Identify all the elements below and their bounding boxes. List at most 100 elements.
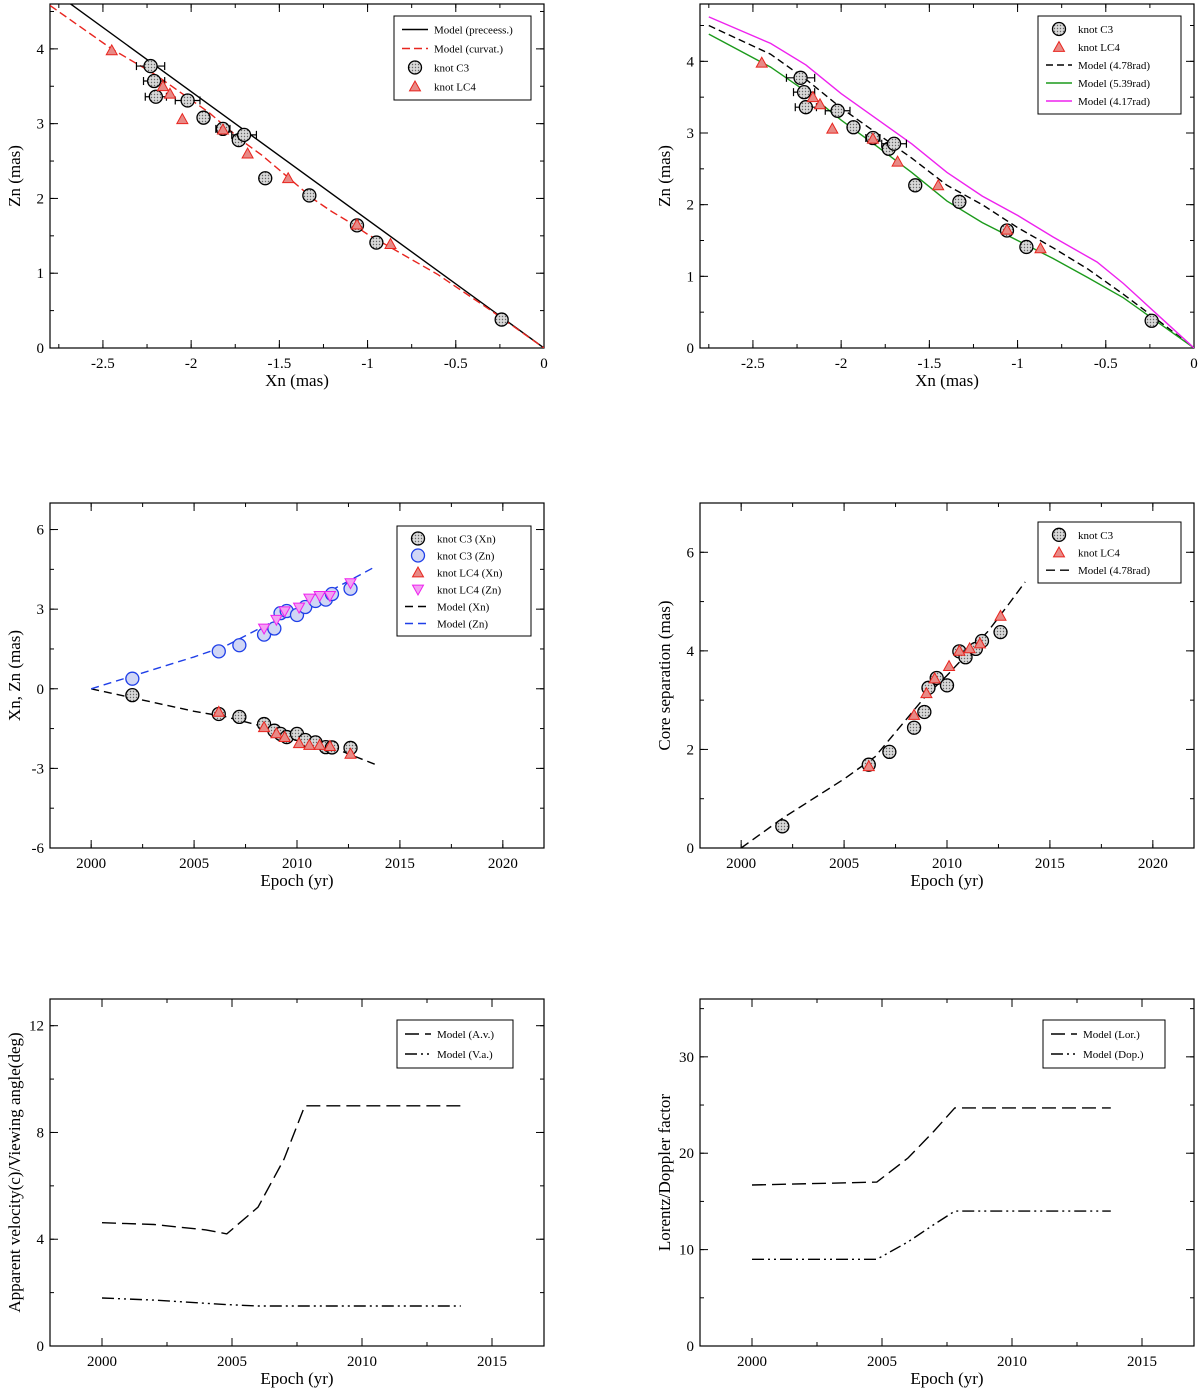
x-axis-label: Epoch (yr): [910, 1369, 983, 1388]
legend-entry-label: Model (4.78rad): [1078, 60, 1150, 72]
x-tick-label: -1.5: [917, 356, 941, 372]
data-point-knot-c3: [1019, 239, 1034, 255]
legend-marker-sample: [407, 60, 423, 75]
legend: knot C3 (Xn) knot C3 (Zn) knot LC4 (Xn) kno…: [396, 525, 532, 637]
chart-p1: -2.5 -2 -1.5 -1 -0.5 0 0 1 2 3 4 Xn (mas) Zn (mas) Mo…: [5, 3, 548, 390]
data-point-knot-lc4: [1034, 241, 1047, 254]
y-tick-label: 8: [37, 1125, 45, 1141]
x-tick-label: 2020: [1138, 856, 1168, 872]
x-tick-label: 2010: [282, 856, 312, 872]
series-line-model-preceess-: [69, 4, 544, 348]
data-point-knot-lc4-xn-: [323, 739, 337, 751]
data-point-knot-lc4: [105, 43, 119, 56]
data-point-knot-lc4: [928, 671, 941, 684]
x-axis-label: Xn (mas): [265, 371, 329, 390]
data-point-knot-lc4-zn-: [278, 606, 291, 618]
y-axis-label: Core separation (mas): [655, 600, 674, 750]
data-point-knot-c3: [830, 103, 845, 118]
data-point-knot-c3: [952, 194, 967, 209]
legend: Model (Lor.) Model (Dop.): [1042, 1019, 1166, 1069]
y-axis-label: Zn (mas): [655, 145, 674, 207]
y-tick-label: 1: [687, 269, 695, 285]
plot-area: [50, 4, 544, 348]
plot-frame: [699, 3, 1195, 349]
legend-entry-label: Model (A.v.): [437, 1029, 494, 1041]
data-point-knot-c3: [793, 70, 808, 85]
y-tick-label: 4: [687, 54, 695, 70]
legend-entry-label: Model (5.39rad): [1078, 78, 1150, 90]
x-tick-label: -1.5: [267, 356, 291, 372]
y-axis-label: Xn, Zn (mas): [5, 630, 24, 721]
data-point-knot-c3: [180, 93, 195, 108]
series-line-model-lor-: [751, 1107, 1111, 1186]
x-tick-label: 0: [1190, 356, 1198, 372]
data-point-knot-lc4: [216, 123, 230, 135]
legend-marker-sample: [410, 531, 426, 546]
y-tick-label: 4: [37, 42, 45, 58]
y-tick-label: 0: [687, 341, 695, 357]
data-point-knot-lc4: [156, 79, 170, 92]
legend: Model (A.v.) Model (V.a.): [396, 1019, 514, 1069]
x-tick-label: -2.5: [91, 356, 115, 372]
x-tick-label: -0.5: [444, 356, 468, 372]
y-tick-label: 1: [37, 266, 45, 282]
data-point-knot-c3-zn-: [211, 644, 226, 659]
y-tick-label: 4: [687, 644, 695, 660]
y-axis-label: Apparent velocity(c)/Viewing angle(deg): [5, 1032, 24, 1312]
legend-entry-label: knot LC4 (Xn): [437, 568, 503, 580]
data-point-knot-lc4: [973, 636, 987, 649]
x-tick-label: 2000: [76, 856, 106, 872]
data-point-knot-c3-zn-: [232, 638, 247, 653]
data-point-knot-lc4-zn-: [344, 578, 357, 590]
legend-entry-label: Model (Xn): [437, 602, 490, 614]
data-point-knot-c3: [258, 171, 273, 186]
data-point-knot-lc4: [813, 97, 827, 110]
data-point-knot-c3: [993, 624, 1008, 640]
x-axis-label: Xn (mas): [915, 371, 979, 390]
series-line-model-zn-: [90, 566, 376, 690]
legend-entry-label: knot LC4: [434, 82, 476, 94]
data-point-knot-c3: [886, 136, 902, 151]
legend: knot C3 knot LC4 Model (4.78rad): [1037, 521, 1182, 584]
data-point-knot-c3-xn-: [125, 687, 140, 703]
y-tick-label: 0: [37, 1339, 45, 1355]
legend-marker-sample: [1052, 40, 1066, 52]
legend-entry-label: Model (Zn): [437, 619, 488, 631]
legend-box: [396, 1019, 514, 1069]
data-point-knot-lc4: [942, 659, 956, 672]
y-tick-label: 4: [37, 1232, 45, 1248]
y-tick-label: 20: [679, 1146, 694, 1162]
legend-marker-sample: [411, 584, 425, 597]
legend-entry-label: knot C3: [1078, 24, 1114, 36]
legend-marker-sample: [410, 548, 426, 563]
data-point-knot-lc4: [1000, 223, 1014, 235]
plot-area: [708, 16, 1194, 348]
data-point-knot-lc4-xn-: [303, 738, 316, 750]
x-axis-label: Epoch (yr): [910, 871, 983, 890]
data-point-knot-lc4-zn-: [323, 590, 337, 603]
data-point-knot-lc4: [862, 759, 876, 772]
x-tick-label: 2010: [932, 856, 962, 872]
plot-area: [90, 566, 376, 766]
data-point-knot-lc4-xn-: [292, 736, 306, 749]
x-tick-label: 2015: [477, 1354, 507, 1370]
data-point-knot-c3: [846, 120, 861, 135]
data-point-knot-lc4-zn-: [257, 623, 271, 636]
x-tick-label: 2000: [726, 856, 756, 872]
data-point-knot-lc4: [963, 641, 976, 654]
plot-area: [751, 1107, 1111, 1261]
data-point-knot-lc4: [953, 644, 966, 656]
legend-entry-label: Model (4.78rad): [1078, 565, 1150, 577]
x-tick-label: 2005: [867, 1354, 897, 1370]
legend-entry-label: knot C3: [434, 63, 470, 75]
data-point-knot-lc4: [350, 218, 364, 230]
data-point-knot-c3: [796, 85, 812, 100]
data-point-knot-lc4-xn-: [278, 730, 291, 742]
legend-marker-sample: [1052, 545, 1066, 558]
data-point-knot-lc4: [866, 132, 880, 144]
data-point-knot-c3: [775, 819, 790, 834]
x-tick-label: 0: [540, 356, 548, 372]
data-point-knot-lc4: [175, 112, 189, 125]
y-tick-label: 6: [37, 523, 45, 539]
series-line-model-4-78rad-: [740, 581, 1026, 848]
